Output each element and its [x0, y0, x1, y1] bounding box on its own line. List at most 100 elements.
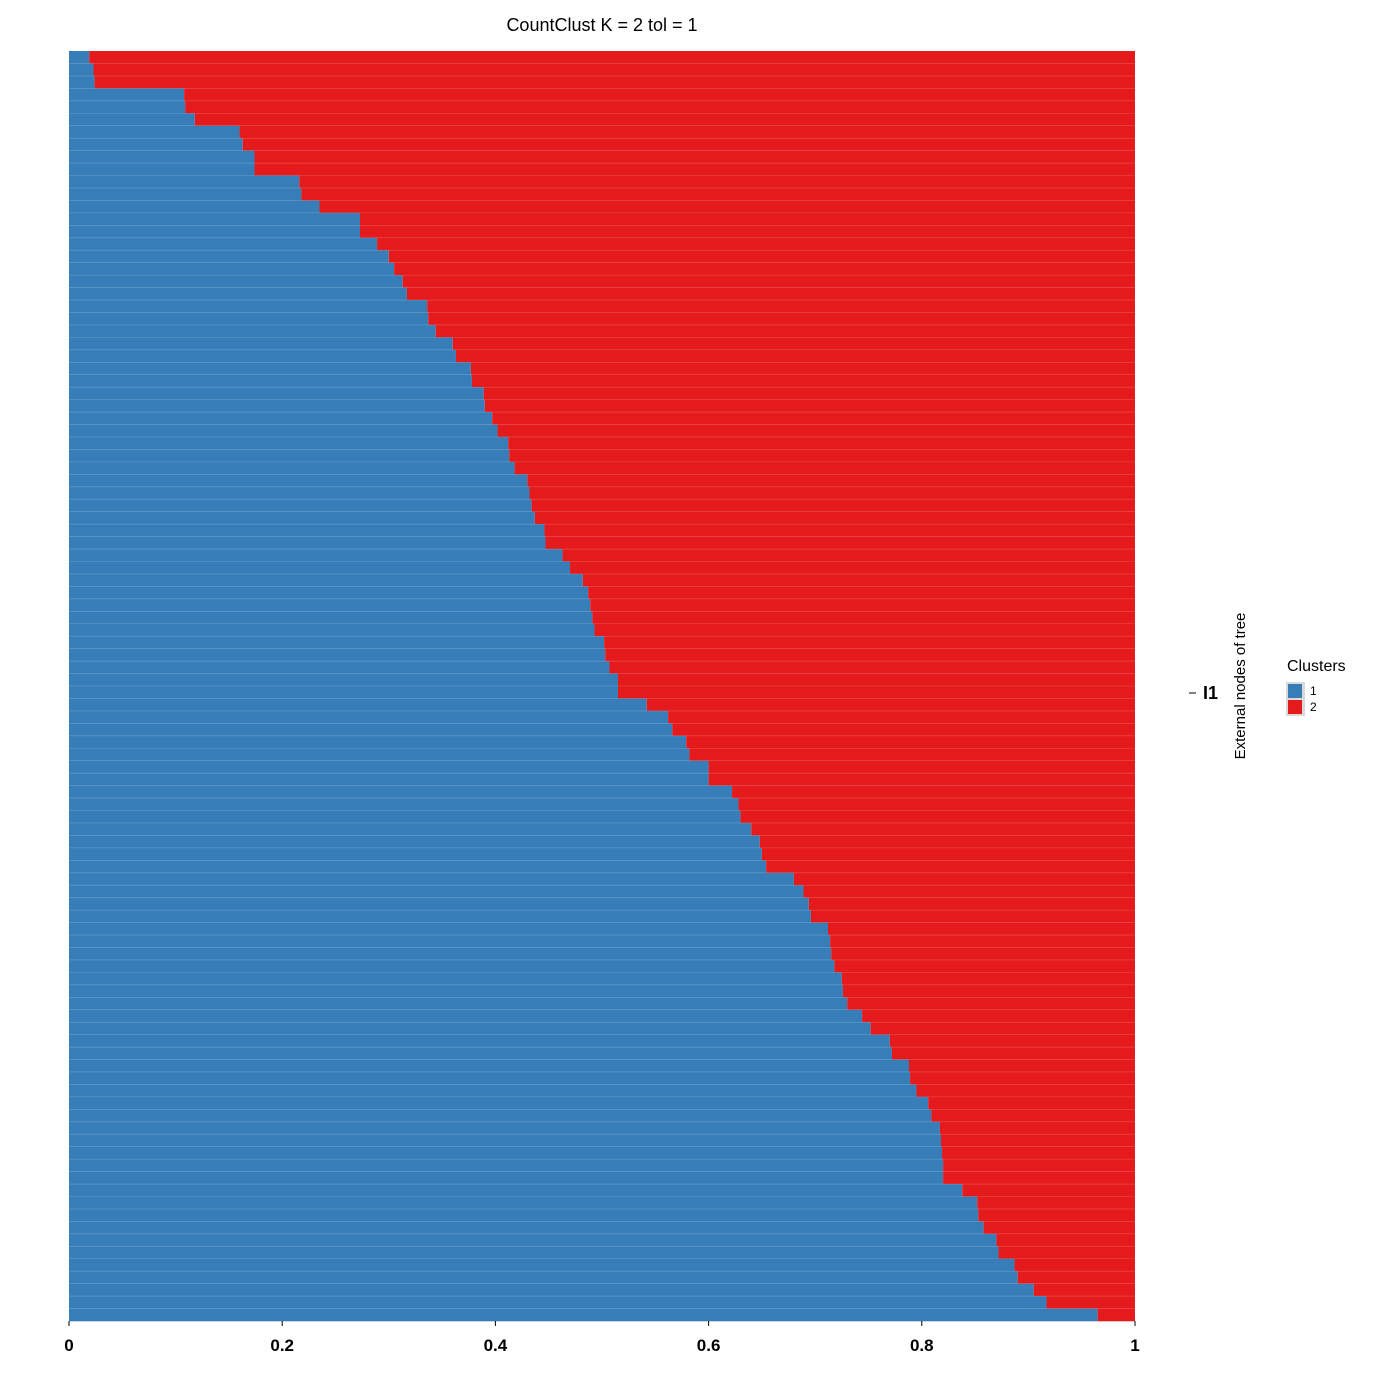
bar-cluster-2-sample-49 — [605, 648, 1135, 662]
bar-cluster-2-sample-84 — [916, 1084, 1135, 1098]
bar-cluster-1-sample-14 — [69, 212, 361, 226]
bar-cluster-2-sample-11 — [299, 175, 1136, 189]
bar-cluster-2-sample-15 — [360, 225, 1135, 239]
bar-cluster-1-sample-55 — [69, 723, 673, 737]
bar-cluster-2-sample-77 — [847, 997, 1135, 1011]
legend-label-2: 2 — [1310, 700, 1317, 714]
bar-cluster-2-sample-97 — [998, 1246, 1135, 1260]
bar-cluster-1-sample-26 — [69, 362, 471, 376]
bar-cluster-2-sample-96 — [996, 1233, 1135, 1247]
bar-cluster-2-sample-58 — [708, 760, 1135, 774]
bar-cluster-1-sample-22 — [69, 312, 429, 326]
bar-cluster-2-sample-16 — [377, 237, 1136, 251]
bar-area — [69, 51, 1136, 1322]
bar-cluster-2-sample-46 — [592, 611, 1135, 625]
bar-cluster-2-sample-29 — [484, 399, 1135, 413]
bar-cluster-2-sample-8 — [242, 138, 1135, 151]
bar-cluster-1-sample-2 — [69, 63, 94, 77]
bar-cluster-2-sample-76 — [842, 984, 1135, 998]
bar-cluster-1-sample-11 — [69, 175, 300, 189]
bar-cluster-1-sample-7 — [69, 125, 240, 139]
bar-cluster-1-sample-41 — [69, 549, 563, 562]
bar-cluster-2-sample-50 — [609, 661, 1135, 674]
bar-cluster-2-sample-71 — [827, 922, 1135, 936]
bar-cluster-1-sample-75 — [69, 972, 842, 986]
bar-cluster-2-sample-30 — [492, 412, 1135, 425]
bar-cluster-2-sample-91 — [943, 1171, 1135, 1185]
bar-cluster-1-sample-69 — [69, 897, 809, 911]
bar-cluster-1-sample-66 — [69, 860, 767, 874]
bar-cluster-1-sample-49 — [69, 648, 606, 662]
bar-cluster-1-sample-94 — [69, 1208, 979, 1222]
bar-cluster-2-sample-100 — [1033, 1283, 1135, 1297]
bar-cluster-1-sample-59 — [69, 773, 709, 786]
bar-cluster-2-sample-54 — [668, 710, 1135, 724]
bar-cluster-2-sample-40 — [545, 536, 1135, 550]
bar-cluster-2-sample-42 — [570, 561, 1135, 575]
bar-cluster-2-sample-101 — [1046, 1296, 1135, 1309]
bar-cluster-1-sample-19 — [69, 275, 403, 288]
bar-cluster-1-sample-18 — [69, 262, 395, 276]
bar-cluster-2-sample-10 — [254, 163, 1135, 176]
bar-cluster-1-sample-34 — [69, 461, 515, 475]
bar-cluster-2-sample-47 — [594, 623, 1135, 637]
bar-cluster-2-sample-28 — [483, 387, 1135, 400]
bar-cluster-1-sample-23 — [69, 324, 436, 338]
x-tick-label: 1 — [1130, 1336, 1139, 1355]
bar-cluster-1-sample-5 — [69, 100, 186, 114]
bar-cluster-1-sample-46 — [69, 611, 593, 625]
bar-cluster-1-sample-45 — [69, 598, 591, 612]
bar-cluster-1-sample-50 — [69, 661, 610, 674]
bar-cluster-1-sample-62 — [69, 810, 741, 824]
bar-cluster-1-sample-32 — [69, 436, 509, 450]
bar-cluster-2-sample-9 — [254, 150, 1135, 164]
bar-cluster-1-sample-33 — [69, 449, 510, 463]
bar-cluster-1-sample-9 — [69, 150, 255, 164]
bar-cluster-1-sample-88 — [69, 1134, 941, 1147]
legend-swatch-1 — [1288, 684, 1302, 698]
bar-cluster-2-sample-78 — [862, 1009, 1135, 1023]
bar-cluster-2-sample-37 — [531, 499, 1135, 512]
bar-cluster-2-sample-86 — [931, 1109, 1135, 1123]
bar-cluster-2-sample-95 — [983, 1221, 1135, 1235]
bar-cluster-2-sample-23 — [435, 324, 1136, 338]
bar-cluster-2-sample-32 — [508, 436, 1135, 450]
bar-cluster-1-sample-57 — [69, 748, 690, 762]
bar-cluster-1-sample-71 — [69, 922, 828, 936]
bar-cluster-1-sample-58 — [69, 760, 709, 774]
bar-cluster-2-sample-82 — [909, 1059, 1135, 1073]
bar-cluster-1-sample-24 — [69, 337, 453, 351]
bar-cluster-2-sample-44 — [588, 586, 1135, 600]
bar-cluster-2-sample-56 — [686, 735, 1135, 749]
bar-cluster-2-sample-20 — [406, 287, 1135, 301]
bar-cluster-1-sample-13 — [69, 200, 320, 214]
bar-cluster-1-sample-64 — [69, 835, 760, 849]
bar-cluster-1-sample-29 — [69, 399, 485, 413]
bar-cluster-1-sample-82 — [69, 1059, 910, 1073]
bar-cluster-2-sample-99 — [1017, 1271, 1135, 1284]
bar-cluster-2-sample-21 — [427, 300, 1135, 313]
bar-cluster-1-sample-53 — [69, 698, 647, 712]
bar-cluster-2-sample-70 — [810, 910, 1135, 923]
bar-cluster-2-sample-19 — [402, 275, 1136, 288]
bar-cluster-1-sample-86 — [69, 1109, 932, 1123]
bar-cluster-1-sample-79 — [69, 1022, 871, 1035]
bar-cluster-2-sample-83 — [910, 1071, 1135, 1085]
bar-cluster-1-sample-38 — [69, 511, 535, 525]
bar-cluster-1-sample-80 — [69, 1034, 890, 1048]
bar-cluster-1-sample-84 — [69, 1084, 917, 1098]
bar-cluster-2-sample-57 — [689, 748, 1135, 762]
bar-cluster-2-sample-68 — [803, 885, 1135, 898]
bar-cluster-2-sample-66 — [766, 860, 1135, 874]
bar-cluster-2-sample-79 — [870, 1022, 1135, 1035]
bar-cluster-1-sample-60 — [69, 785, 733, 799]
bar-cluster-2-sample-14 — [360, 212, 1135, 226]
bar-cluster-2-sample-87 — [939, 1121, 1135, 1135]
bar-cluster-2-sample-73 — [831, 947, 1135, 961]
bar-cluster-1-sample-43 — [69, 573, 583, 587]
bar-cluster-2-sample-1 — [89, 51, 1135, 64]
bar-cluster-1-sample-91 — [69, 1171, 944, 1185]
bar-cluster-1-sample-6 — [69, 113, 195, 127]
bar-cluster-2-sample-24 — [452, 337, 1135, 351]
bar-cluster-1-sample-12 — [69, 187, 302, 201]
